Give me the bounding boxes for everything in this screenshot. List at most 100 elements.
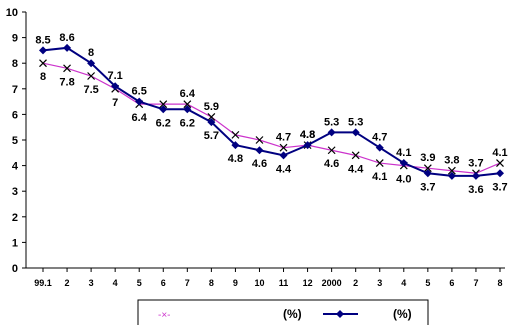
data-label: 3.8 (444, 155, 459, 167)
data-label: 3.9 (420, 152, 435, 164)
y-tick-label: 0 (12, 263, 18, 275)
data-label: 4.1 (372, 171, 387, 183)
series-2-point (255, 146, 264, 155)
x-tick-label: 5 (425, 278, 430, 288)
data-label: 6.4 (132, 112, 148, 124)
legend-label-series-1: (%) (283, 307, 302, 321)
data-label: 8.6 (59, 32, 74, 44)
data-label: 4.4 (348, 163, 364, 175)
series-1-point (423, 164, 432, 173)
series-2-point (183, 105, 192, 114)
data-labels: 8 7.8 7.5 7 6.4 6.4 5.9 4.7 4.8 4.6 4.4 4.1 4.0 3.9 3.… (35, 32, 507, 196)
data-label: 8 (88, 47, 94, 59)
series-2-point (303, 141, 312, 150)
x-tick-label: 5 (137, 278, 142, 288)
data-label: 5.7 (204, 130, 219, 142)
series-line-1 (42, 62, 501, 174)
series-2-point (207, 118, 216, 127)
data-label: 6.2 (180, 117, 195, 129)
y-tick-label: 8 (12, 58, 18, 70)
series-1-point (231, 130, 240, 139)
legend-box (137, 299, 429, 325)
legend-marker-series-2 (336, 310, 344, 318)
data-label: 4.8 (228, 153, 243, 165)
y-tick-label: 7 (12, 84, 18, 96)
data-label: 5.9 (204, 101, 219, 113)
series-1-point (496, 159, 504, 167)
data-label: 3.7 (468, 157, 483, 169)
x-tick-label: 4 (113, 278, 118, 288)
x-tick-label: 8 (497, 278, 502, 288)
data-label: 6.2 (156, 117, 171, 129)
y-tick-label: 9 (12, 33, 18, 45)
series-1-point (279, 143, 288, 152)
legend-marker-series-1: -×- (158, 310, 171, 321)
series-2-point (279, 151, 288, 160)
series-2-point (423, 169, 432, 178)
series-2-point (399, 159, 408, 168)
series-1-point (39, 59, 47, 68)
x-tick-label: 9 (233, 278, 238, 288)
data-label: 4.4 (276, 163, 292, 175)
y-tick-label: 4 (12, 161, 19, 173)
data-label: 4.7 (276, 132, 291, 144)
series-2-point (111, 82, 120, 91)
data-label: 3.7 (492, 181, 507, 193)
x-tick-label: 3 (89, 278, 94, 288)
data-label: 4.0 (396, 174, 411, 186)
y-tick-label: 2 (12, 212, 18, 224)
data-label: 4.1 (396, 147, 411, 159)
x-tick-label: 11 (279, 278, 289, 288)
x-tick-label: 6 (161, 278, 166, 288)
x-tick-label: 4 (401, 278, 406, 288)
x-tick-label: 6 (449, 278, 454, 288)
x-tick-label: 2000 (322, 278, 342, 288)
data-label: 4.6 (252, 158, 267, 170)
legend: -×- (%) (%) (137, 299, 429, 325)
series-1-point (375, 159, 384, 167)
series-1-point (351, 151, 360, 160)
series-2-point (231, 141, 240, 150)
x-tick-label: 3 (377, 278, 382, 288)
series-2-point (159, 105, 168, 114)
series-2-point (496, 169, 504, 178)
data-label: 7 (112, 97, 118, 109)
data-label: 5.3 (324, 116, 339, 128)
data-label: 6.5 (132, 86, 147, 98)
data-label: 4.1 (492, 147, 507, 159)
series-2-point (87, 59, 96, 68)
series-1-point (63, 64, 71, 73)
series-line-2 (42, 46, 501, 177)
data-label: 4.7 (372, 132, 387, 144)
series-2-point (39, 46, 47, 55)
x-tick-label: 10 (254, 278, 264, 288)
series-2-point (375, 143, 384, 152)
series-2-point (447, 171, 456, 180)
series-1-point (159, 100, 168, 109)
series-1-point (447, 166, 456, 175)
x-tick-label: 2 (65, 278, 70, 288)
data-label: 8.5 (35, 34, 50, 46)
data-label: 4.8 (300, 129, 315, 141)
data-label: 3.6 (468, 184, 483, 196)
y-tick-label: 10 (6, 7, 18, 19)
data-label: 4.8 (300, 129, 315, 141)
x-tick-label: 7 (473, 278, 478, 288)
legend-label-series-2: (%) (393, 307, 412, 321)
x-tick-label: 7 (185, 278, 190, 288)
series-1-point (327, 146, 336, 155)
data-label: 6.4 (180, 88, 196, 100)
series-1-point (207, 113, 216, 121)
series-1-point (255, 136, 264, 144)
data-label: 4.6 (324, 158, 339, 170)
series-2-point (471, 171, 480, 180)
x-tick-label: 2 (353, 278, 358, 288)
data-label: 7.8 (59, 76, 74, 88)
series-1-point (183, 100, 192, 109)
y-tick-label: 5 (12, 135, 18, 147)
y-tick-label: 6 (12, 109, 18, 121)
data-label: 5.3 (348, 116, 363, 128)
series-2-point (351, 128, 360, 137)
